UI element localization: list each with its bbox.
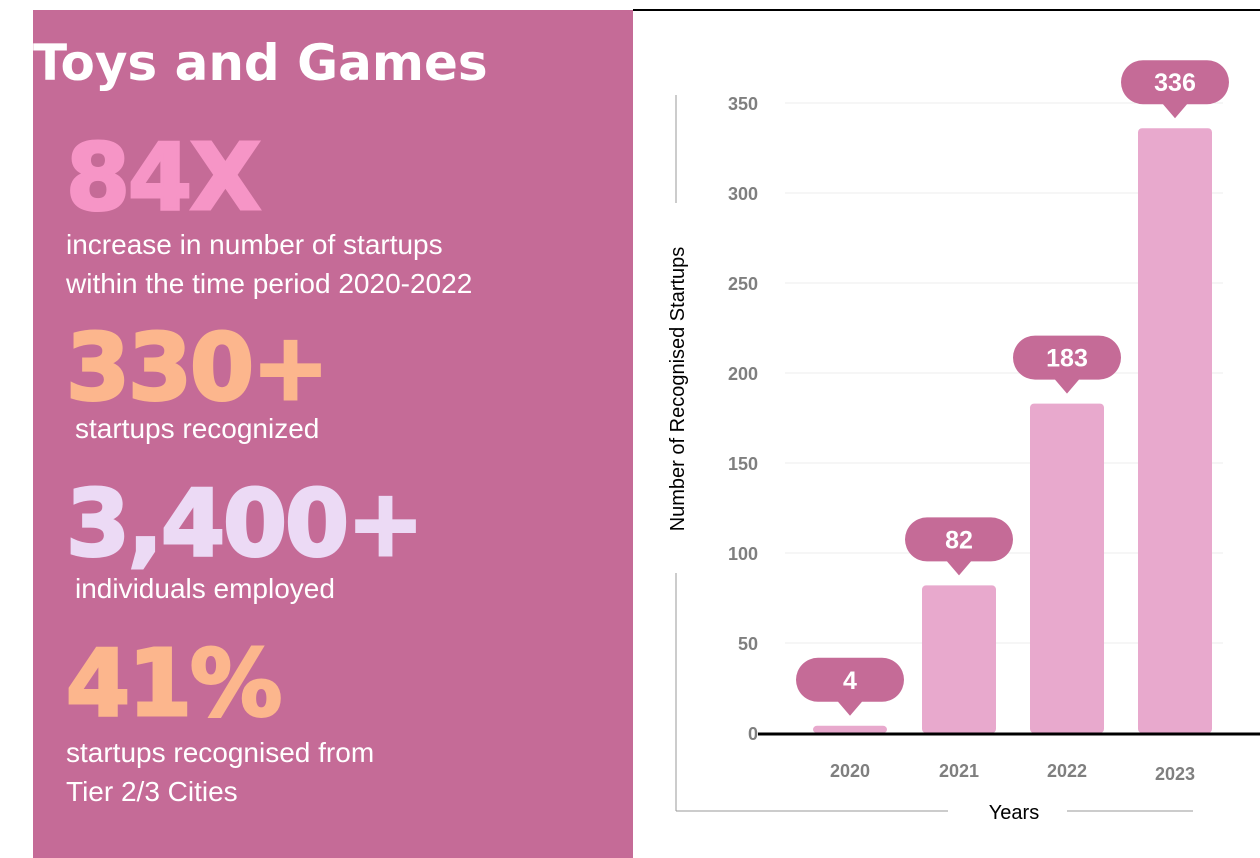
data-label-2020: 4 — [843, 667, 857, 695]
y-tick-label-200: 200 — [728, 364, 758, 384]
data-callout-2021 — [905, 517, 1013, 576]
highlights-panel — [33, 10, 633, 858]
stat-desc-growth-line2: within the time period 2020-2022 — [66, 268, 473, 299]
x-tick-label-2022: 2022 — [1047, 761, 1087, 781]
stat-desc-tier-cities-line1: startups recognised from — [66, 737, 375, 768]
bar-2021 — [922, 585, 996, 733]
data-label-2022: 183 — [1046, 345, 1088, 373]
y-axis-label: Number of Recognised Startups — [667, 247, 689, 532]
y-tick-label-300: 300 — [728, 184, 758, 204]
y-tick-label-150: 150 — [728, 454, 758, 474]
data-callout-2020 — [796, 657, 904, 716]
data-callout-2023 — [1121, 60, 1229, 119]
x-axis-label: Years — [989, 802, 1039, 824]
y-tick-label-250: 250 — [728, 274, 758, 294]
stat-desc-growth-line1: increase in number of startups — [66, 229, 443, 260]
top-border-line — [633, 9, 1260, 11]
bar-2022 — [1030, 403, 1104, 733]
y-tick-label-0: 0 — [748, 724, 758, 744]
y-tick-label-350: 350 — [728, 94, 758, 114]
stat-value-tier-cities: 41% — [64, 630, 283, 737]
data-callout-2022 — [1013, 335, 1121, 394]
stat-desc-startups: startups recognized — [75, 413, 320, 444]
panel-title: Toys and Games — [33, 34, 488, 92]
stat-value-growth: 84X — [65, 124, 263, 231]
y-tick-label-100: 100 — [728, 544, 758, 564]
x-tick-label-2023: 2023 — [1155, 764, 1195, 784]
data-label-2023: 336 — [1154, 69, 1196, 97]
stat-value-employed: 3,400+ — [64, 470, 425, 577]
data-label-2021: 82 — [945, 526, 973, 554]
x-tick-label-2020: 2020 — [830, 761, 870, 781]
stat-desc-tier-cities-line2: Tier 2/3 Cities — [66, 776, 238, 807]
bar-2023 — [1138, 128, 1212, 733]
stat-desc-employed: individuals employed — [75, 573, 335, 604]
y-tick-label-50: 50 — [738, 634, 758, 654]
stat-value-startups: 330+ — [64, 314, 330, 421]
startups-bar-chart: 0 50 100 150 200 250 300 350 2020 2021 2022 2023 4 8… — [667, 60, 1260, 824]
x-tick-label-2021: 2021 — [939, 761, 979, 781]
bar-2020 — [813, 725, 887, 733]
